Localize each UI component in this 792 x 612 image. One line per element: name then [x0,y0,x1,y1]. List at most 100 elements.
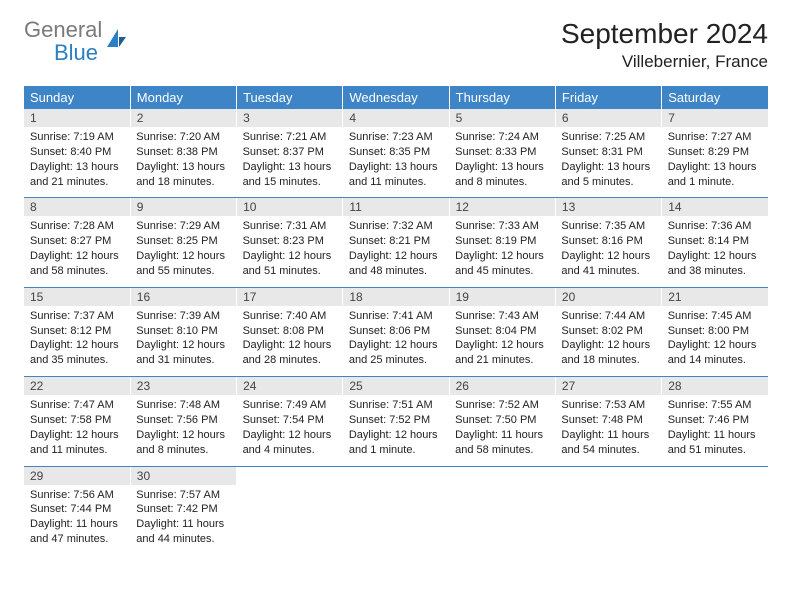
weekday-header: Thursday [449,86,555,109]
sunset-line: Sunset: 8:12 PM [30,324,124,339]
logo-word2: Blue [54,41,102,64]
day-cell: Sunrise: 7:36 AMSunset: 8:14 PMDaylight:… [662,216,768,287]
day-number-cell [343,466,449,485]
weekday-header-row: Sunday Monday Tuesday Wednesday Thursday… [24,86,768,109]
daylight-line: Daylight: 12 hours and 48 minutes. [349,249,443,279]
sunrise-line: Sunrise: 7:33 AM [455,219,549,234]
sunrise-line: Sunrise: 7:19 AM [30,130,124,145]
sunset-line: Sunset: 8:16 PM [561,234,655,249]
sunset-line: Sunset: 8:08 PM [243,324,337,339]
day-cell: Sunrise: 7:24 AMSunset: 8:33 PMDaylight:… [449,127,555,198]
month-title: September 2024 [561,18,768,50]
sunrise-line: Sunrise: 7:45 AM [668,309,762,324]
day-number-cell: 17 [237,287,343,306]
daylight-line: Daylight: 12 hours and 58 minutes. [30,249,124,279]
day-cell [237,485,343,555]
day-number-cell: 7 [662,109,768,127]
sunset-line: Sunset: 8:38 PM [136,145,230,160]
daynum-row: 2930 [24,466,768,485]
sunrise-line: Sunrise: 7:44 AM [561,309,655,324]
sunrise-line: Sunrise: 7:29 AM [136,219,230,234]
day-cell [555,485,661,555]
daylight-line: Daylight: 12 hours and 55 minutes. [136,249,230,279]
daylight-line: Daylight: 12 hours and 25 minutes. [349,338,443,368]
day-number-cell: 28 [662,377,768,396]
sunrise-line: Sunrise: 7:53 AM [561,398,655,413]
day-cell [343,485,449,555]
day-data-row: Sunrise: 7:37 AMSunset: 8:12 PMDaylight:… [24,306,768,377]
sunset-line: Sunset: 8:10 PM [136,324,230,339]
day-number-cell: 27 [555,377,661,396]
weekday-header: Wednesday [343,86,449,109]
day-number-cell: 22 [24,377,130,396]
day-cell: Sunrise: 7:56 AMSunset: 7:44 PMDaylight:… [24,485,130,555]
day-number-cell [662,466,768,485]
day-cell: Sunrise: 7:20 AMSunset: 8:38 PMDaylight:… [130,127,236,198]
daylight-line: Daylight: 12 hours and 38 minutes. [668,249,762,279]
sunrise-line: Sunrise: 7:47 AM [30,398,124,413]
day-cell: Sunrise: 7:31 AMSunset: 8:23 PMDaylight:… [237,216,343,287]
day-number-cell: 25 [343,377,449,396]
sunset-line: Sunset: 7:42 PM [136,502,230,517]
day-cell: Sunrise: 7:41 AMSunset: 8:06 PMDaylight:… [343,306,449,377]
sunrise-line: Sunrise: 7:41 AM [349,309,443,324]
sunset-line: Sunset: 8:23 PM [243,234,337,249]
daylight-line: Daylight: 13 hours and 11 minutes. [349,160,443,190]
sunset-line: Sunset: 8:06 PM [349,324,443,339]
day-data-row: Sunrise: 7:28 AMSunset: 8:27 PMDaylight:… [24,216,768,287]
day-cell: Sunrise: 7:40 AMSunset: 8:08 PMDaylight:… [237,306,343,377]
day-number-cell: 26 [449,377,555,396]
daylight-line: Daylight: 12 hours and 41 minutes. [561,249,655,279]
day-cell: Sunrise: 7:33 AMSunset: 8:19 PMDaylight:… [449,216,555,287]
daylight-line: Daylight: 12 hours and 4 minutes. [243,428,337,458]
sunrise-line: Sunrise: 7:57 AM [136,488,230,503]
daynum-row: 15161718192021 [24,287,768,306]
sunset-line: Sunset: 8:00 PM [668,324,762,339]
daylight-line: Daylight: 13 hours and 5 minutes. [561,160,655,190]
sunset-line: Sunset: 8:40 PM [30,145,124,160]
daylight-line: Daylight: 11 hours and 51 minutes. [668,428,762,458]
daylight-line: Daylight: 12 hours and 45 minutes. [455,249,549,279]
day-cell: Sunrise: 7:25 AMSunset: 8:31 PMDaylight:… [555,127,661,198]
sunset-line: Sunset: 7:50 PM [455,413,549,428]
day-cell: Sunrise: 7:29 AMSunset: 8:25 PMDaylight:… [130,216,236,287]
day-cell: Sunrise: 7:57 AMSunset: 7:42 PMDaylight:… [130,485,236,555]
day-cell: Sunrise: 7:21 AMSunset: 8:37 PMDaylight:… [237,127,343,198]
sunrise-line: Sunrise: 7:55 AM [668,398,762,413]
sunrise-line: Sunrise: 7:20 AM [136,130,230,145]
logo-sail-icon [106,27,128,49]
day-cell: Sunrise: 7:52 AMSunset: 7:50 PMDaylight:… [449,395,555,466]
sunset-line: Sunset: 7:44 PM [30,502,124,517]
day-cell: Sunrise: 7:53 AMSunset: 7:48 PMDaylight:… [555,395,661,466]
day-cell: Sunrise: 7:23 AMSunset: 8:35 PMDaylight:… [343,127,449,198]
day-number-cell: 5 [449,109,555,127]
sunrise-line: Sunrise: 7:43 AM [455,309,549,324]
day-cell: Sunrise: 7:47 AMSunset: 7:58 PMDaylight:… [24,395,130,466]
weekday-header: Monday [130,86,236,109]
weekday-header: Sunday [24,86,130,109]
sunset-line: Sunset: 7:56 PM [136,413,230,428]
day-cell: Sunrise: 7:49 AMSunset: 7:54 PMDaylight:… [237,395,343,466]
day-cell: Sunrise: 7:19 AMSunset: 8:40 PMDaylight:… [24,127,130,198]
day-number-cell: 24 [237,377,343,396]
daylight-line: Daylight: 12 hours and 35 minutes. [30,338,124,368]
logo-word1: General [24,17,102,42]
daylight-line: Daylight: 12 hours and 21 minutes. [455,338,549,368]
sunset-line: Sunset: 8:31 PM [561,145,655,160]
day-number-cell: 16 [130,287,236,306]
day-number-cell [555,466,661,485]
daylight-line: Daylight: 11 hours and 54 minutes. [561,428,655,458]
day-number-cell: 2 [130,109,236,127]
daylight-line: Daylight: 12 hours and 14 minutes. [668,338,762,368]
daylight-line: Daylight: 12 hours and 51 minutes. [243,249,337,279]
sunset-line: Sunset: 8:02 PM [561,324,655,339]
day-number-cell: 14 [662,198,768,217]
sunset-line: Sunset: 7:58 PM [30,413,124,428]
sunset-line: Sunset: 8:27 PM [30,234,124,249]
header: General Blue September 2024 Villebernier… [24,18,768,72]
day-cell: Sunrise: 7:39 AMSunset: 8:10 PMDaylight:… [130,306,236,377]
daylight-line: Daylight: 12 hours and 8 minutes. [136,428,230,458]
sunrise-line: Sunrise: 7:51 AM [349,398,443,413]
day-cell: Sunrise: 7:44 AMSunset: 8:02 PMDaylight:… [555,306,661,377]
sunset-line: Sunset: 8:25 PM [136,234,230,249]
